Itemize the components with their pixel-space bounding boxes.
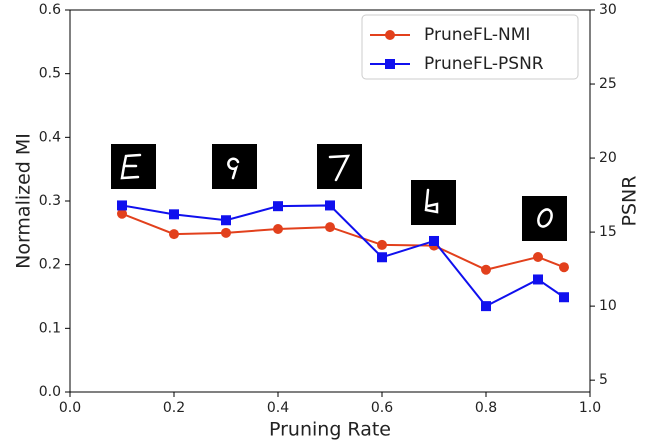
data-point: [221, 215, 231, 226]
y-tick-label: 0.5: [39, 66, 61, 82]
x-tick-label: 0.0: [59, 400, 81, 416]
data-point: [273, 201, 283, 212]
x-tick-label: 0.4: [267, 400, 289, 416]
data-point: [169, 229, 179, 240]
data-point: [221, 227, 231, 238]
data-point: [325, 200, 335, 211]
y2-tick-label: 10: [599, 298, 617, 314]
legend-label: PruneFL-NMI: [424, 25, 530, 45]
y-tick-label: 0.3: [39, 193, 61, 209]
data-point: [273, 224, 283, 235]
y-tick-label: 0.4: [39, 129, 61, 145]
data-point: [559, 262, 569, 273]
data-point: [169, 209, 179, 220]
legend-marker: [385, 59, 395, 69]
data-point: [117, 208, 127, 219]
y2-tick-label: 20: [599, 150, 617, 166]
y2-tick-label: 15: [599, 224, 617, 240]
data-point: [429, 235, 439, 246]
series-line: [121, 204, 565, 308]
y2-tick-label: 30: [599, 2, 617, 18]
legend-label: PruneFL-PSNR: [424, 54, 544, 74]
data-point: [117, 200, 127, 211]
digit-thumbnails: [111, 144, 567, 241]
y2-tick-label: 5: [599, 372, 608, 388]
y-tick-label: 0.2: [39, 257, 61, 273]
series-line: [121, 212, 565, 271]
data-point: [377, 252, 387, 263]
data-point: [533, 274, 543, 285]
y-axis-title: Normalized MI: [13, 133, 35, 269]
data-point: [559, 292, 569, 303]
x-tick-label: 0.6: [371, 400, 393, 416]
legend-box: [361, 14, 579, 80]
data-point: [481, 264, 491, 275]
y2-tick-label: 25: [599, 76, 617, 92]
x-tick-label: 1.0: [579, 400, 601, 416]
x-tick-label: 0.2: [163, 400, 185, 416]
legend: PruneFL-NMI PruneFL-PSNR: [361, 14, 579, 80]
data-point: [325, 222, 335, 233]
y2-axis-title: PSNR: [619, 176, 641, 227]
x-tick-label: 0.8: [475, 400, 497, 416]
y-tick-label: 0.0: [39, 384, 61, 400]
x-axis-title: Pruning Rate: [269, 419, 391, 441]
y-tick-label: 0.6: [39, 2, 61, 18]
data-point: [377, 239, 387, 250]
y-tick-label: 0.1: [39, 320, 61, 336]
data-point: [481, 301, 491, 312]
data-point: [533, 252, 543, 263]
legend-marker: [385, 30, 395, 40]
